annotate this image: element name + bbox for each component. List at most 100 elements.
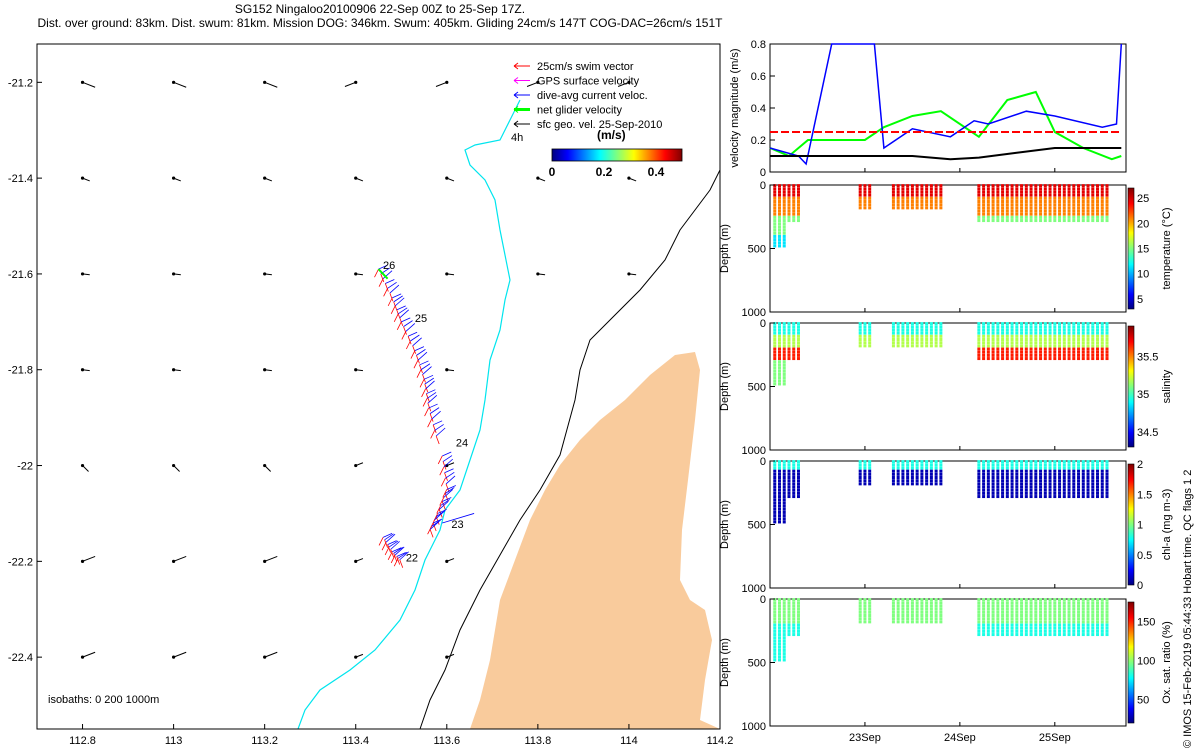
geo-velocity-origin xyxy=(627,272,631,276)
oxygen-sample xyxy=(1024,610,1028,614)
oxygen-sample xyxy=(1034,604,1038,608)
oxygen-sample xyxy=(982,614,986,618)
temperature-sample xyxy=(1024,193,1028,197)
oxygen-sample xyxy=(1024,614,1028,618)
oxygen-sample xyxy=(1001,614,1005,618)
chla-sample xyxy=(915,479,919,483)
temperature-sample xyxy=(901,206,905,210)
chla-sample xyxy=(1043,482,1047,486)
chla-sample xyxy=(1067,485,1071,489)
chla-sample xyxy=(1020,488,1024,492)
chla-sample xyxy=(782,460,786,464)
oxygen-sample xyxy=(1048,598,1052,602)
oxygen-sample xyxy=(1020,610,1024,614)
chla-sample xyxy=(1020,491,1024,495)
chla-sample xyxy=(1100,482,1104,486)
chla-sample xyxy=(1081,469,1085,473)
oxygen-sample xyxy=(777,648,781,652)
geo-velocity-origin xyxy=(172,559,176,563)
chla-sample xyxy=(863,466,867,470)
oxygen-sample xyxy=(939,610,943,614)
oxygen-sample xyxy=(1015,626,1019,630)
oxygen-sample xyxy=(787,604,791,608)
salinity-sample xyxy=(1053,325,1057,329)
temperature-sample xyxy=(1015,190,1019,194)
chla-sample xyxy=(1086,488,1090,492)
oxygen-sample xyxy=(796,601,800,605)
chla-sample xyxy=(792,488,796,492)
salinity-sample xyxy=(901,344,905,348)
geo-velocity-arrow xyxy=(264,555,278,562)
chla-sample xyxy=(777,469,781,473)
temperature-sample xyxy=(1096,215,1100,219)
oxygen-sample xyxy=(863,617,867,621)
swim-vector xyxy=(432,522,437,532)
oxygen-sample xyxy=(1058,604,1062,608)
temperature-sample xyxy=(1081,184,1085,188)
chla-sample xyxy=(1048,482,1052,486)
chla-sample xyxy=(891,479,895,483)
oxygen-sample xyxy=(777,633,781,637)
oxygen-sample xyxy=(996,614,1000,618)
chla-sample xyxy=(1034,495,1038,499)
temperature-sample xyxy=(1091,187,1095,191)
temperature-sample xyxy=(863,190,867,194)
temperature-sample xyxy=(1077,203,1081,207)
chla-sample xyxy=(796,460,800,464)
oxygen-sample xyxy=(1005,617,1009,621)
salinity-sample xyxy=(982,341,986,345)
chla-sample xyxy=(896,472,900,476)
salinity-sample xyxy=(929,325,933,329)
salinity-sample xyxy=(1062,328,1066,332)
salinity-sample xyxy=(1029,322,1033,326)
oxygen-sample xyxy=(1024,629,1028,633)
salinity-sample xyxy=(920,328,924,332)
oxygen-sample xyxy=(1005,604,1009,608)
oxygen-sample xyxy=(986,610,990,614)
oxygen-sample xyxy=(977,598,981,602)
salinity-sample xyxy=(782,347,786,351)
chla-sample xyxy=(782,520,786,524)
chla-sample xyxy=(929,469,933,473)
temperature-sample xyxy=(920,203,924,207)
chla-sample xyxy=(925,476,929,480)
temperature-sample xyxy=(1053,203,1057,207)
temperature-sample xyxy=(977,203,981,207)
oxygen-sample xyxy=(1072,626,1076,630)
salinity-sample xyxy=(863,331,867,335)
chla-sample xyxy=(782,472,786,476)
oxygen-sample xyxy=(1039,617,1043,621)
oxygen-sample xyxy=(792,617,796,621)
temperature-sample xyxy=(1020,193,1024,197)
oxygen-sample xyxy=(915,620,919,624)
chla-sample xyxy=(1086,469,1090,473)
salinity-sample xyxy=(1086,325,1090,329)
temperature-sample xyxy=(1105,209,1109,213)
chla-sample xyxy=(1001,482,1005,486)
temperature-sample xyxy=(1029,203,1033,207)
chla-sample xyxy=(977,495,981,499)
oxygen-sample xyxy=(986,633,990,637)
salinity-sample xyxy=(863,341,867,345)
chla-sample xyxy=(1034,479,1038,483)
salinity-sample xyxy=(1015,353,1019,357)
chla-sample xyxy=(982,466,986,470)
temperature-sample xyxy=(1105,184,1109,188)
salinity-sample xyxy=(1086,341,1090,345)
legend-entry: net glider velocity xyxy=(537,105,622,117)
salinity-sample xyxy=(1096,338,1100,342)
chla-sample xyxy=(1077,472,1081,476)
salinity-sample xyxy=(1020,322,1024,326)
oxygen-sample xyxy=(929,598,933,602)
chla-sample xyxy=(925,472,929,476)
temperature-sample xyxy=(901,190,905,194)
oxygen-sample xyxy=(1043,604,1047,608)
chla-sample xyxy=(1105,466,1109,470)
oxygen-sample xyxy=(1096,629,1100,633)
temperature-sample xyxy=(1072,212,1076,216)
temperature-sample xyxy=(1020,215,1024,219)
salinity-sample xyxy=(1039,357,1043,361)
oxygen-sample xyxy=(986,617,990,621)
chla-sample xyxy=(925,463,929,467)
